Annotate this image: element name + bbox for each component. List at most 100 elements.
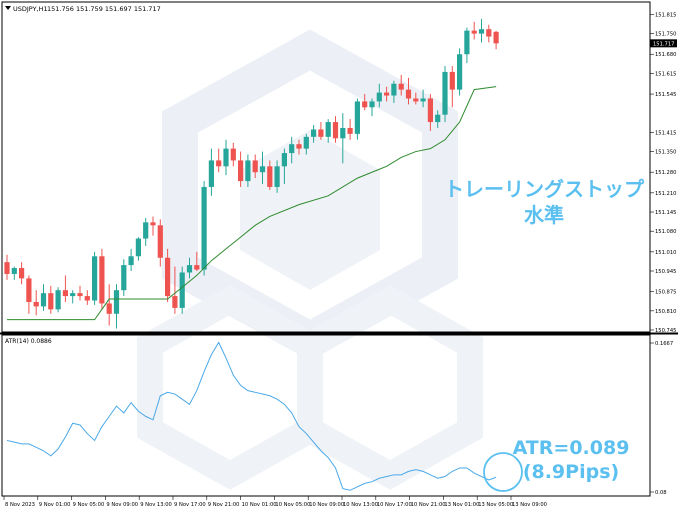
price-label: 151.545	[655, 92, 676, 98]
time-label: 9 Nov 05:00	[73, 502, 105, 508]
price-label: 151.415	[655, 130, 676, 136]
candle	[398, 74, 404, 96]
candle	[106, 284, 112, 326]
candle-body	[449, 71, 455, 90]
candle-body	[318, 129, 324, 137]
atr-line	[6, 341, 497, 491]
candle-body	[405, 89, 412, 99]
current-price-label: 151.717	[653, 41, 674, 47]
price-label: 151.615	[655, 71, 676, 77]
price-label: 150.875	[655, 290, 676, 296]
time-label: 9 Nov 17:00	[174, 502, 206, 508]
candle-body	[11, 268, 17, 274]
candle-body	[223, 148, 229, 167]
candle	[325, 119, 331, 143]
candle-body	[143, 222, 149, 239]
price-label: 151.080	[655, 229, 676, 235]
candle-body	[325, 122, 331, 137]
candle	[384, 86, 390, 102]
time-label: 10 Nov 05:00	[275, 502, 310, 508]
candle	[281, 148, 287, 185]
candle	[471, 21, 477, 40]
trailing-stop-annotation: トレーリングストップ 水準	[438, 176, 650, 228]
price-label: 151.210	[655, 191, 676, 197]
time-label: 9 Nov 09:00	[106, 502, 138, 508]
candle	[48, 285, 54, 314]
candle	[252, 154, 258, 179]
candle-body	[179, 272, 185, 308]
candle	[347, 119, 353, 140]
collapse-triangle-icon[interactable]	[5, 6, 11, 10]
candle-body	[157, 225, 163, 258]
candle-body	[238, 160, 244, 182]
candle-body	[135, 238, 141, 257]
candle	[289, 136, 295, 164]
candle	[311, 125, 317, 143]
candle	[449, 66, 455, 108]
price-label: 150.745	[655, 328, 676, 334]
candle	[150, 216, 156, 236]
candle	[457, 48, 463, 96]
time-label: 8 Nov 2023	[5, 502, 35, 508]
candle-body	[398, 83, 404, 90]
candle	[165, 248, 171, 302]
candle-body	[384, 92, 390, 96]
time-label: 10 Nov 09:00	[309, 502, 344, 508]
main-panel-header: USDJPY,H1 151.756 151.759 151.697 151.71…	[5, 5, 161, 13]
candle	[303, 133, 309, 155]
time-label: 13 Nov 05:00	[478, 502, 513, 508]
atr-scale-label: 0.08	[655, 490, 667, 496]
candle	[486, 24, 492, 43]
candle-body	[332, 122, 339, 139]
candle	[99, 248, 105, 310]
candle	[238, 151, 244, 187]
candle	[464, 27, 470, 64]
candle	[435, 110, 441, 128]
candle-body	[55, 290, 61, 310]
candle	[84, 290, 90, 305]
candle-body	[267, 166, 273, 187]
watermark-logo	[137, 29, 483, 490]
candle	[340, 113, 346, 164]
price-label: 151.280	[655, 170, 676, 176]
candle	[186, 257, 193, 279]
time-label: 10 Nov 17:00	[377, 502, 412, 508]
candle-body	[216, 160, 222, 167]
candle-body	[340, 127, 346, 139]
candle-body	[19, 268, 25, 279]
candle-body	[99, 256, 105, 304]
time-label: 10 Nov 13:00	[343, 502, 378, 508]
candle	[92, 251, 98, 305]
candle	[40, 284, 47, 311]
candle-body	[84, 296, 90, 301]
time-label: 13 Nov 09:00	[512, 502, 547, 508]
candle-body	[48, 293, 54, 310]
candle	[369, 98, 375, 117]
atr-highlight-circle	[483, 452, 523, 492]
candle	[296, 139, 302, 155]
candlestick-series	[4, 18, 499, 329]
candle	[362, 94, 368, 111]
trailing-stop-annotation-line2: 水準	[524, 203, 564, 227]
price-label: 151.750	[655, 32, 676, 38]
atr-annotation-line2: (8.9Pips)	[522, 461, 620, 483]
trailing-stop-line	[7, 86, 497, 321]
candle-body	[33, 301, 39, 307]
candle-body	[486, 29, 492, 37]
price-label: 151.350	[655, 150, 676, 156]
candle-body	[347, 127, 353, 134]
candle-body	[478, 29, 485, 34]
atr-header: ATR(14) 0.0886	[5, 338, 52, 345]
candle-body	[252, 160, 258, 173]
atr-panel-frame	[1, 334, 651, 497]
candle	[230, 142, 236, 167]
candle-body	[165, 257, 171, 297]
candle	[442, 66, 448, 123]
candle-body	[464, 30, 470, 55]
candle-body	[289, 144, 295, 154]
candle-body	[4, 262, 10, 274]
candle-body	[471, 30, 477, 34]
price-label: 150.945	[655, 269, 676, 275]
candle-body	[208, 160, 214, 187]
